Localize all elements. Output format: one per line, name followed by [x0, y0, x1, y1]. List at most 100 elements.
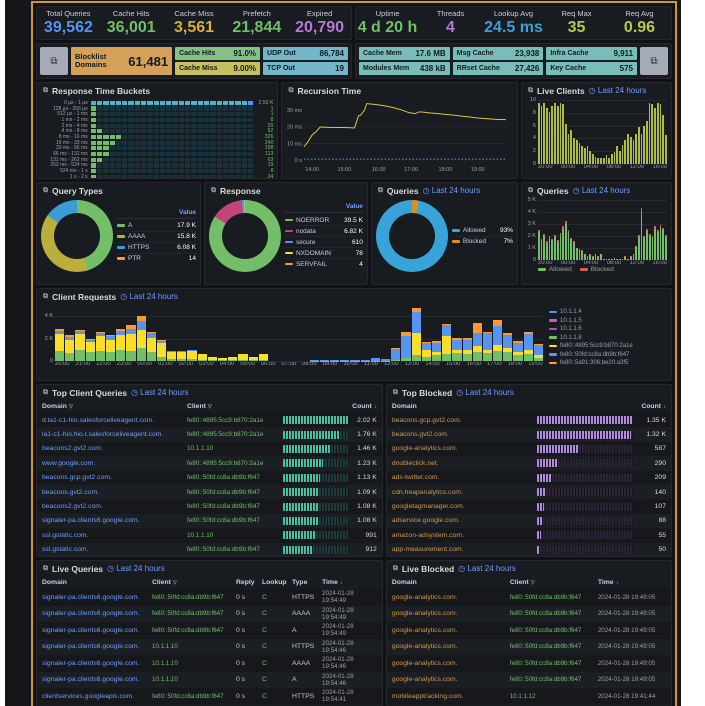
bar[interactable]	[575, 139, 578, 164]
client-link[interactable]: 10.1.1.10	[152, 659, 178, 667]
col-header-domain[interactable]: Domain	[42, 579, 67, 586]
heatmap-cell[interactable]	[141, 163, 147, 168]
bar[interactable]	[619, 150, 621, 164]
bar[interactable]	[238, 354, 248, 361]
legend-item-allowed[interactable]: Allowed 93%	[451, 226, 513, 237]
bar[interactable]	[370, 357, 380, 361]
heatmap-cell[interactable]	[185, 117, 191, 122]
bar[interactable]	[586, 256, 589, 260]
panel-title[interactable]: Response Time Buckets	[52, 85, 151, 96]
heatmap-cell[interactable]	[147, 169, 153, 174]
heatmap-cell[interactable]	[166, 112, 172, 117]
col-header-time[interactable]: Time ↓	[597, 579, 619, 586]
domain-link[interactable]: signaler-pa.clients6.google.com.	[42, 610, 140, 618]
bar[interactable]	[258, 354, 268, 361]
heatmap-cell[interactable]	[159, 163, 166, 168]
heatmap-cell[interactable]	[210, 117, 216, 122]
heatmap-cell[interactable]	[248, 123, 254, 128]
client-link[interactable]: 10.1.1.10	[152, 643, 178, 651]
copy-button[interactable]: ⧉	[640, 47, 669, 75]
heatmap-cell[interactable]	[134, 146, 140, 151]
heatmap-cell[interactable]	[90, 151, 96, 157]
heatmap-cell[interactable]	[134, 174, 140, 178]
bar[interactable]	[350, 359, 360, 361]
domain-link[interactable]: ssl.gstatic.com.	[42, 546, 89, 554]
heatmap-cell[interactable]	[210, 134, 216, 140]
heatmap-cell[interactable]	[203, 106, 210, 111]
heatmap-cell[interactable]	[122, 123, 128, 128]
heatmap-cell[interactable]	[241, 151, 248, 157]
domain-link[interactable]: google-analytics.com.	[391, 445, 458, 453]
heatmap-cell[interactable]	[222, 140, 229, 145]
heatmap-cell[interactable]	[229, 174, 235, 178]
heatmap-cell[interactable]	[147, 151, 153, 157]
heatmap-cell[interactable]	[241, 112, 248, 117]
heatmap-cell[interactable]	[128, 123, 134, 128]
heatmap-cell[interactable]	[96, 106, 103, 111]
heatmap-cell[interactable]	[203, 117, 210, 122]
heatmap-cell[interactable]	[103, 123, 109, 128]
bar[interactable]	[207, 357, 217, 361]
heatmap-cell[interactable]	[178, 129, 185, 134]
heatmap-cell[interactable]	[122, 174, 128, 178]
bar[interactable]	[340, 360, 350, 361]
heatmap-cell[interactable]	[178, 123, 185, 128]
heatmap-cell[interactable]	[185, 146, 191, 151]
bar[interactable]	[442, 324, 452, 361]
heatmap-cell[interactable]	[103, 112, 109, 117]
heatmap-cell[interactable]	[210, 106, 216, 111]
domain-link[interactable]: www.google.com.	[42, 459, 96, 467]
heatmap-cell[interactable]	[153, 129, 159, 134]
bar[interactable]	[330, 360, 340, 361]
bar[interactable]	[597, 157, 600, 164]
client-link[interactable]: fe80::50fd:cc8a:db9b:f647	[509, 643, 582, 651]
heatmap-cell[interactable]	[197, 106, 203, 111]
heatmap-cell[interactable]	[128, 117, 134, 122]
bar[interactable]	[600, 157, 602, 164]
heatmap-cell[interactable]	[241, 169, 248, 174]
heatmap-cell[interactable]	[235, 157, 241, 162]
heatmap-cell[interactable]	[216, 112, 222, 117]
heatmap-cell[interactable]	[210, 112, 216, 117]
legend-item-client[interactable]: fe80::5a91:306:be20:a3f5	[549, 360, 667, 366]
heatmap-cell[interactable]	[109, 146, 115, 151]
heatmap-cell[interactable]	[147, 117, 153, 122]
bar[interactable]	[635, 246, 637, 260]
bar[interactable]	[632, 253, 635, 260]
heatmap-cell[interactable]	[115, 140, 122, 145]
query_types-donut[interactable]	[41, 200, 113, 272]
panel-title[interactable]: Response	[219, 185, 261, 196]
bar[interactable]	[646, 228, 648, 260]
domain-link[interactable]: signaler-pa.clients6.google.com.	[42, 659, 140, 667]
heatmap-cell[interactable]	[122, 129, 128, 134]
bar[interactable]	[431, 341, 442, 361]
heatmap-cell[interactable]	[159, 169, 166, 174]
heatmap-cell[interactable]	[90, 129, 96, 134]
heatmap-cell[interactable]	[235, 169, 241, 174]
heatmap-cell[interactable]	[210, 174, 216, 178]
heatmap-cell[interactable]	[153, 169, 159, 174]
heatmap-cell[interactable]	[96, 174, 103, 178]
panel-title[interactable]: Top Blocked	[401, 387, 453, 398]
heatmap-cell[interactable]	[90, 163, 96, 168]
heatmap-cell[interactable]	[159, 134, 166, 140]
client-requests-plot[interactable]: 4 K 2 K 0	[45, 305, 543, 364]
bar[interactable]	[537, 230, 540, 260]
heatmap-cell[interactable]	[90, 123, 96, 128]
domain-link[interactable]: app-measurement.com.	[391, 546, 464, 554]
client-link[interactable]: fe80::50fd:cc8a:db9b:f647	[187, 546, 260, 554]
heatmap-cell[interactable]	[122, 100, 128, 105]
heatmap-cell[interactable]	[153, 151, 159, 157]
heatmap-cell[interactable]	[235, 134, 241, 140]
heatmap-cell[interactable]	[147, 134, 153, 140]
heatmap-cell[interactable]	[115, 157, 122, 162]
heatmap-cell[interactable]	[191, 112, 197, 117]
heatmap-cell[interactable]	[122, 112, 128, 117]
bar[interactable]	[554, 234, 556, 260]
client-link[interactable]: 10.1.1.10	[187, 531, 214, 539]
bar[interactable]	[187, 350, 197, 361]
bar[interactable]	[656, 103, 659, 164]
domain-link[interactable]: signaler-pa.clients6.google.com.	[42, 626, 140, 634]
heatmap-cell[interactable]	[216, 157, 222, 162]
heatmap-cell[interactable]	[153, 146, 159, 151]
